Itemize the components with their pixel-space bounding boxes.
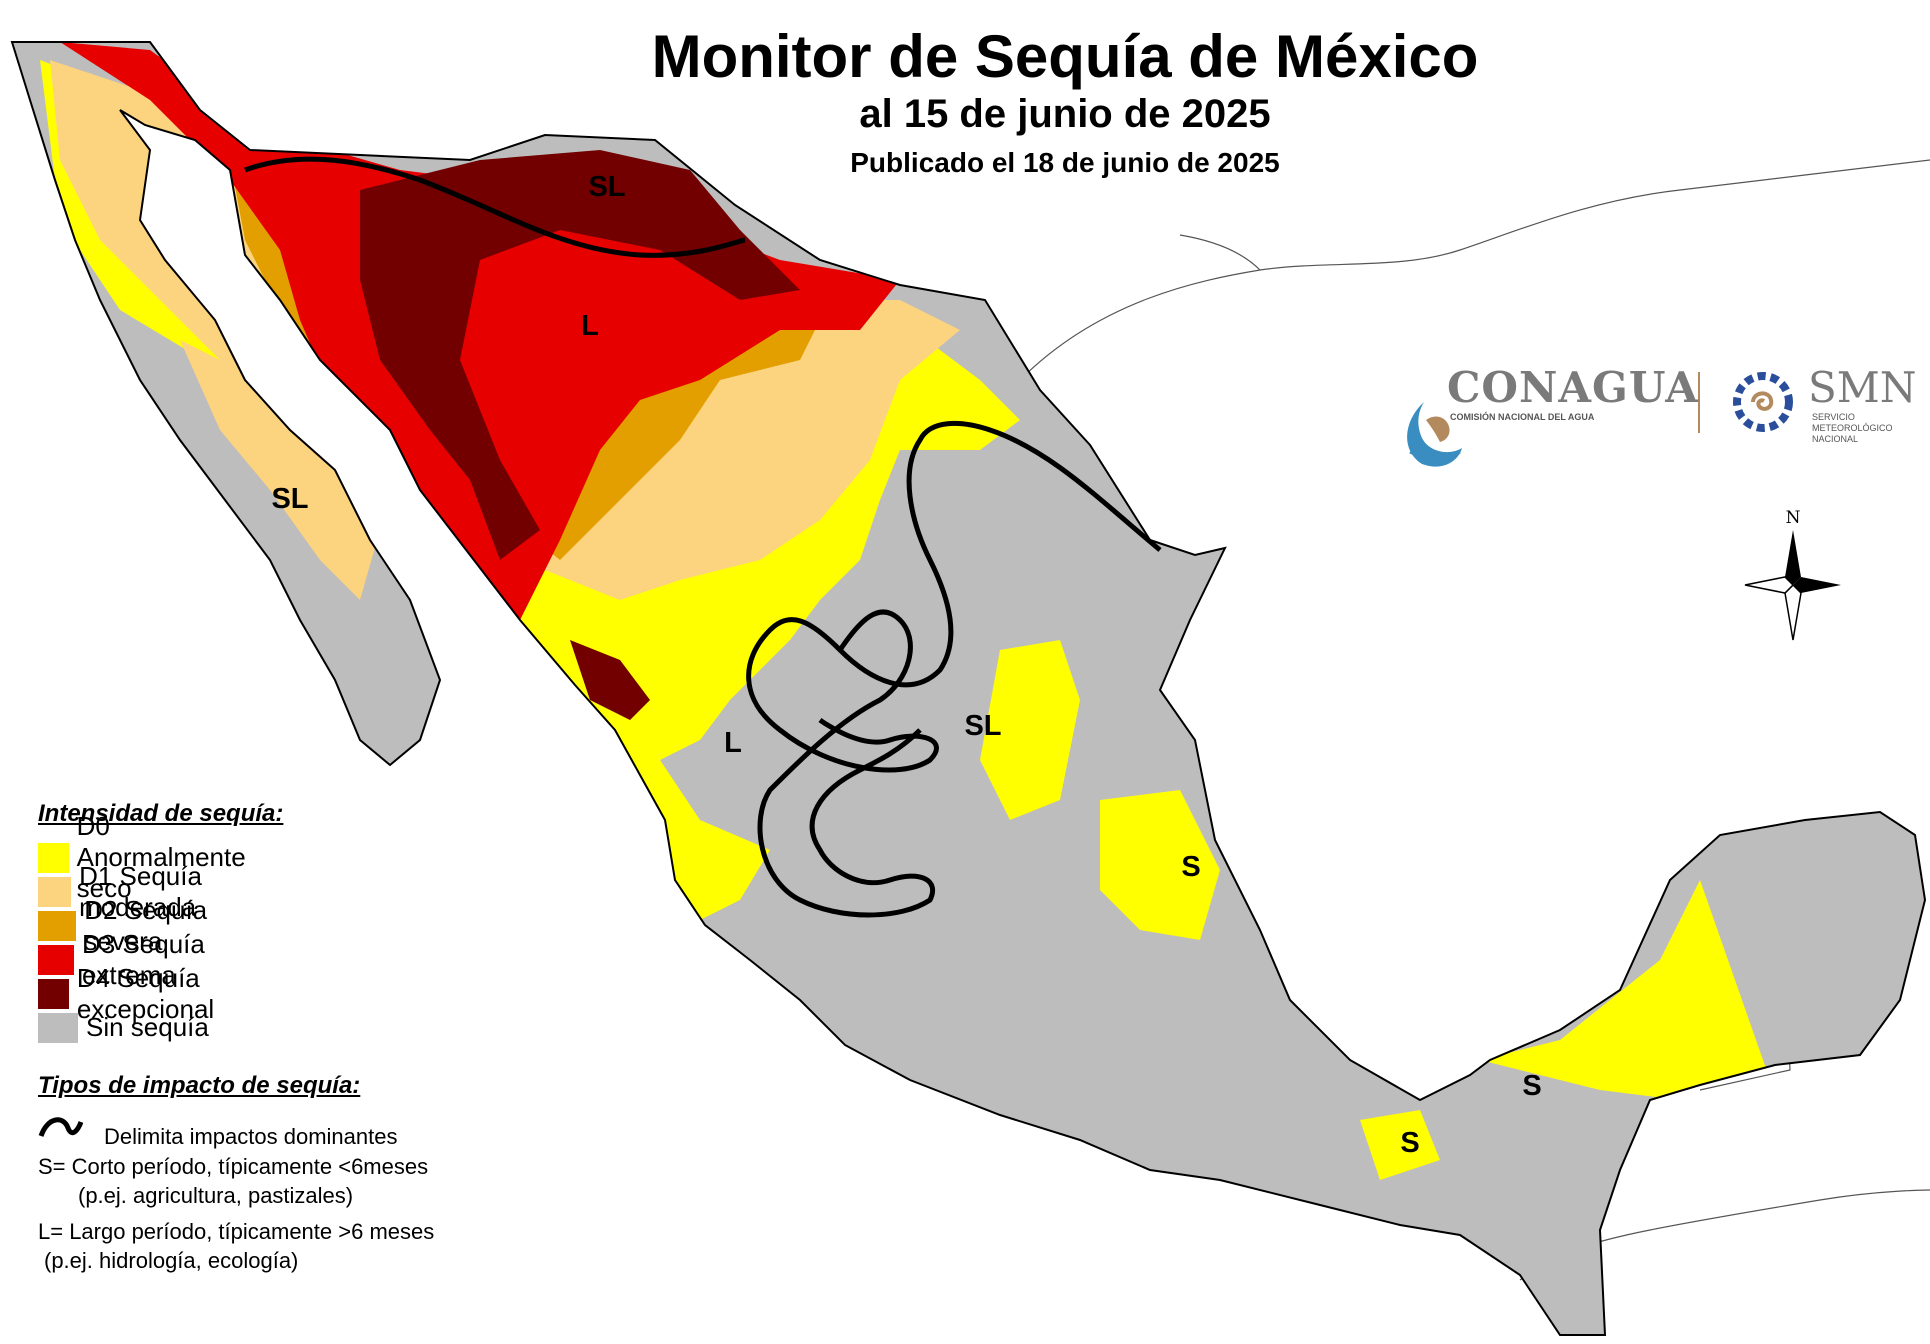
compass-north-label: N: [1786, 508, 1801, 528]
legend-heading: Intensidad de sequía:: [38, 800, 284, 827]
legend-item-d1: D1 Sequía moderada: [38, 861, 283, 922]
legend-item-none: Sin sequía: [38, 1012, 209, 1043]
delimiter-line-icon: [38, 1117, 84, 1137]
smn-logo-subtitle-2: METEOROLÓGICO: [1812, 423, 1893, 433]
legend-label: D4 Sequía excepcional: [76, 962, 215, 1024]
map-label: L: [581, 310, 599, 342]
d0-region-se: [1360, 1110, 1440, 1180]
map-label: SL: [964, 710, 1001, 742]
legend-swatch: [38, 944, 74, 975]
map-published-date: Publicado el 18 de junio de 2025: [850, 147, 1280, 178]
mexico-outline: [10, 41, 1927, 1336]
legend-label: D2 Sequía severa: [84, 894, 208, 956]
impact-heading: Tipos de impacto de sequía:: [38, 1072, 361, 1099]
d3-region: [60, 42, 900, 620]
legend-item-d4: D4 Sequía excepcional: [38, 963, 283, 1024]
map-title: Monitor de Sequía de México: [651, 23, 1479, 90]
d0-region-south: [1100, 790, 1220, 940]
legend-swatch: [38, 1012, 78, 1043]
conagua-logo-text: CONAGUA: [1447, 363, 1699, 412]
legend-label: D3 Sequía extrema: [81, 928, 205, 990]
legend-swatch: [38, 910, 77, 941]
d0-region-east: [1480, 880, 1770, 1100]
legend-swatch: [38, 978, 69, 1009]
legend-label: Sin sequía: [86, 1012, 209, 1042]
map-label: S: [1181, 851, 1200, 883]
legend-item-d2: D2 Sequía severa: [38, 895, 283, 956]
map-label: SL: [588, 171, 625, 203]
impact-short-term-examples: (p.ej. agricultura, pastizales): [78, 1183, 354, 1208]
impact-short-term: S= Corto período, típicamente <6meses: [38, 1154, 429, 1179]
legend-swatch: [38, 876, 72, 907]
legend-label: D0 Anormalmente seco: [76, 811, 246, 903]
impact-boundaries: [244, 156, 1162, 918]
map-date: al 15 de junio de 2025: [859, 92, 1271, 136]
legend-item-d3: D3 Sequía extrema: [38, 929, 283, 990]
d0-region-ne: [980, 640, 1080, 820]
impact-delimiter-label: Delimita impactos dominantes: [104, 1124, 398, 1149]
impact-long-term: L= Largo período, típicamente >6 meses: [38, 1219, 435, 1244]
smn-logo-text: SMN: [1808, 363, 1917, 412]
legend-label: D1 Sequía moderada: [79, 860, 202, 922]
conagua-logo-subtitle: COMISIÓN NACIONAL DEL AGUA: [1450, 412, 1595, 422]
conagua-logo-icon: [1407, 402, 1462, 467]
compass-rose-icon: [1744, 530, 1841, 641]
drought-legend: Intensidad de sequía: D0 Anormalmente se…: [38, 800, 284, 1043]
smn-logo-icon: [1733, 372, 1793, 432]
map-label: S: [1522, 1070, 1541, 1102]
legend-swatch: [38, 842, 69, 873]
d1-region-baja: [180, 340, 380, 600]
legend-item-d0: D0 Anormalmente seco: [38, 811, 283, 903]
map-label: SL: [271, 483, 308, 515]
map-label: L: [724, 727, 742, 759]
d4-region-south: [570, 640, 650, 720]
map-label: S: [1400, 1127, 1419, 1159]
impact-legend: Tipos de impacto de sequía: Delimita imp…: [38, 1072, 518, 1282]
impact-long-term-examples: (p.ej. hidrología, ecología): [44, 1248, 299, 1273]
smn-logo-subtitle-3: NACIONAL: [1812, 434, 1859, 444]
smn-logo-subtitle-1: SERVICIO: [1812, 412, 1855, 422]
